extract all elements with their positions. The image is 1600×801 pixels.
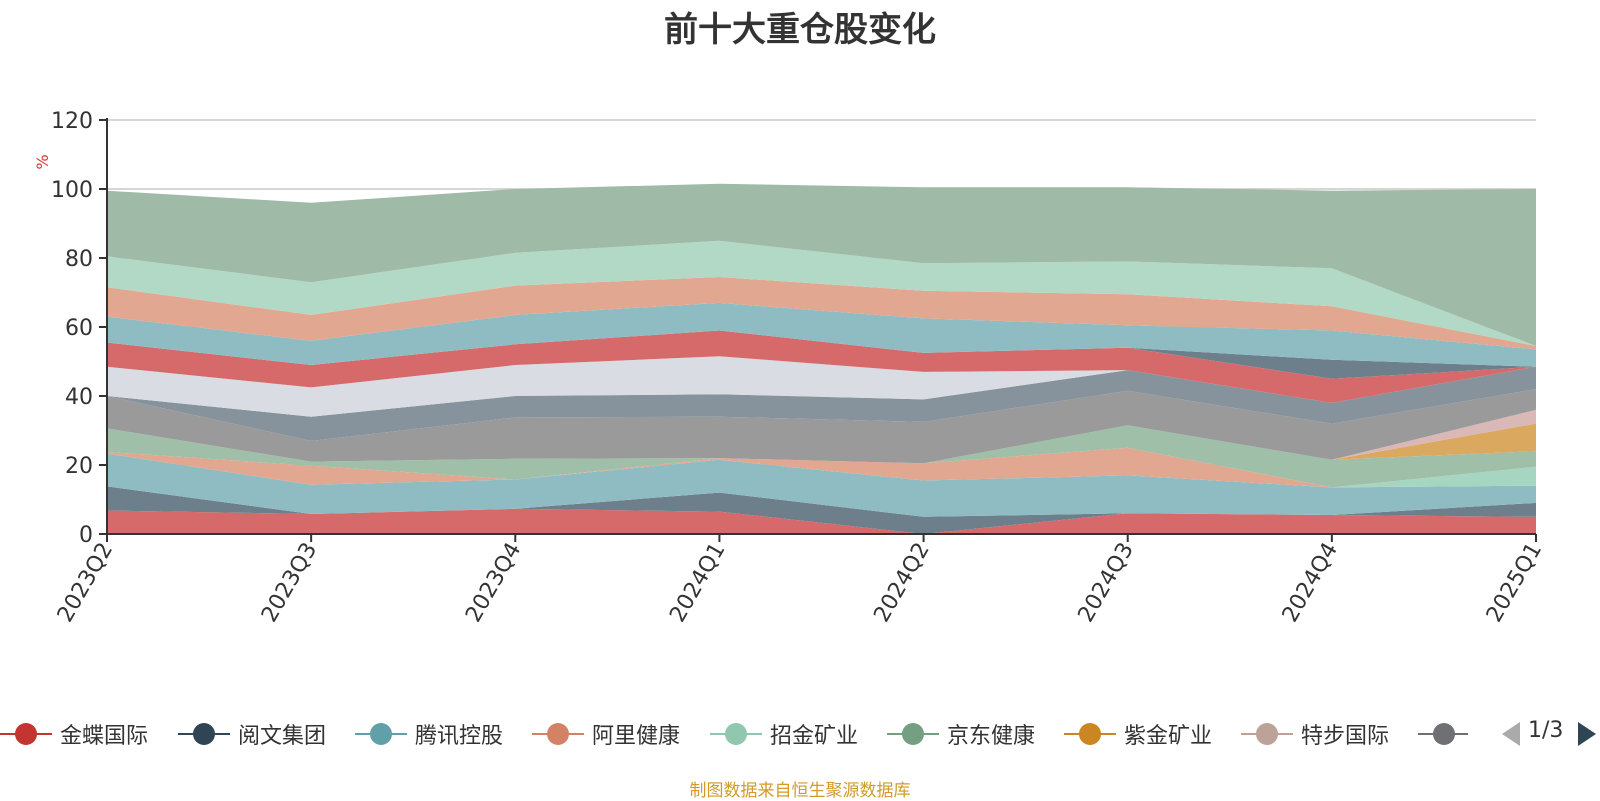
legend-item[interactable]: 招金矿业 (710, 716, 858, 752)
x-tick-label: 2025Q1 (1482, 539, 1547, 627)
area-series-10 (107, 356, 1536, 417)
x-tick-label: 2023Q2 (53, 539, 118, 627)
area-series-1 (107, 486, 1536, 534)
area-series-11 (107, 330, 1536, 403)
x-tick-label: 2024Q3 (1074, 539, 1139, 627)
area-chart: 0 20 40 60 80 100 120 2023Q2 2023Q3 2023Q4 2024Q1 2… (33, 109, 1547, 627)
legend-label: 阿里健康 (592, 724, 681, 749)
area-series-12 (107, 330, 1536, 379)
legend-item[interactable]: 腾讯控股 (355, 716, 503, 752)
source-note: 制图数据来自恒生聚源数据库 (689, 781, 911, 801)
y-axis-unit-label: % (33, 154, 52, 169)
area-series-5 (107, 425, 1536, 488)
x-tick-label: 2024Q1 (665, 539, 730, 627)
legend-marker-icon (178, 723, 230, 745)
y-tick-label: 80 (65, 247, 93, 272)
y-tick-label: 20 (65, 454, 93, 479)
area-series-13 (107, 302, 1536, 367)
legend-marker-icon (710, 723, 762, 745)
legend-item[interactable]: 京东健康 (887, 716, 1035, 752)
y-tick-label: 100 (51, 178, 93, 203)
legend-marker-icon (887, 723, 939, 745)
legend-next-page-icon[interactable] (1572, 720, 1600, 748)
legend-item[interactable]: 特步国际 (1241, 716, 1389, 752)
y-tick-label: 120 (51, 109, 93, 134)
x-tick-label: 2023Q4 (461, 539, 526, 627)
x-tick-label: 2024Q2 (869, 539, 934, 627)
legend-item[interactable]: 阿里健康 (532, 716, 680, 752)
area-series-4 (107, 447, 1536, 488)
legend-marker-icon (0, 723, 52, 745)
legend-marker-icon (355, 723, 407, 745)
legend-item[interactable]: 金蝶国际 (0, 716, 148, 752)
legend-label: 阅文集团 (238, 724, 327, 749)
legend-page-indicator: 1/3 (1528, 718, 1564, 743)
legend: 金蝶国际 阅文集团 腾讯控股 阿里健康 招金矿业 京东健康 紫金矿业 特步国际 1/3 (0, 716, 1600, 752)
area-series-16 (107, 183, 1536, 346)
area-series (107, 183, 1536, 534)
area-series-15 (107, 240, 1536, 346)
x-tick-label: 2023Q3 (257, 539, 322, 627)
legend-label: 招金矿业 (770, 724, 859, 749)
legend-items: 金蝶国际 阅文集团 腾讯控股 阿里健康 招金矿业 京东健康 紫金矿业 特步国际 (0, 716, 1468, 752)
legend-marker-icon (1241, 723, 1293, 745)
y-tick-label: 40 (65, 385, 93, 410)
legend-marker-icon (532, 723, 584, 745)
legend-label: 腾讯控股 (415, 724, 504, 749)
area-series-9 (107, 366, 1536, 441)
legend-item[interactable] (1418, 716, 1468, 752)
y-tick-label: 0 (79, 523, 93, 548)
area-series-3 (107, 447, 1536, 488)
area-series-2 (107, 453, 1536, 517)
area-series-0 (107, 508, 1536, 534)
legend-label: 紫金矿业 (1124, 724, 1213, 749)
legend-marker-icon (1418, 723, 1468, 745)
legend-item[interactable]: 阅文集团 (178, 716, 326, 752)
legend-marker-icon (1064, 723, 1116, 745)
chart-title: 前十大重仓股变化 (664, 10, 936, 50)
x-tick-label: 2024Q4 (1278, 539, 1343, 627)
legend-prev-page-icon[interactable] (1498, 720, 1526, 748)
legend-label: 特步国际 (1301, 724, 1390, 749)
area-series-8 (107, 389, 1536, 464)
legend-label: 京东健康 (947, 724, 1036, 749)
y-tick-label: 60 (65, 316, 93, 341)
legend-label: 金蝶国际 (60, 724, 149, 749)
legend-item[interactable]: 紫金矿业 (1064, 716, 1212, 752)
area-series-14 (107, 277, 1536, 350)
